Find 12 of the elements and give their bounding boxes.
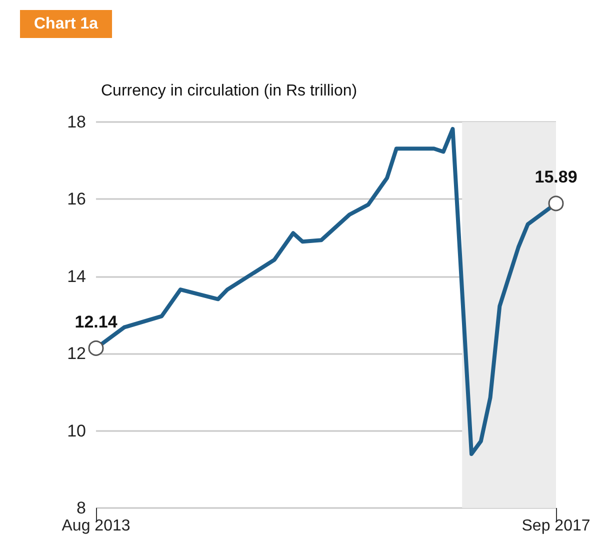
chart-subtitle: Currency in circulation (in Rs trillion) [101,82,358,100]
y-tick-label: 12 [67,344,86,364]
y-tick-label: 10 [67,421,86,440]
annotation: 15.89 [534,168,578,187]
y-tick-label: 18 [67,112,86,132]
y-tick-label: 8 [76,498,86,518]
x-tick-label: Sep 2017 [522,518,590,534]
chart-title: Chart 1a [34,16,98,32]
y-tick-label: 14 [67,266,86,286]
y-tick-label: 16 [67,190,86,209]
annotation: 12.14 [74,312,118,332]
x-tick-label: Aug 2013 [62,518,130,534]
